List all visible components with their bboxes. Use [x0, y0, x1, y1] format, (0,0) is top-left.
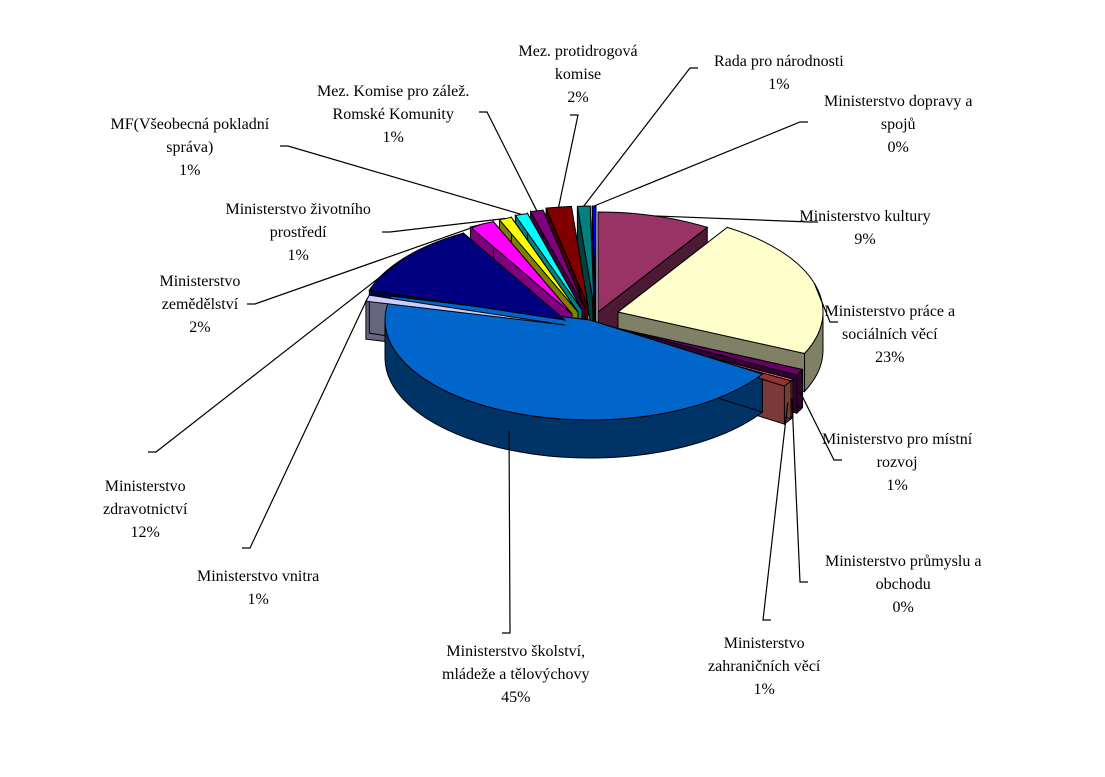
- slice-percent: 9%: [854, 231, 876, 248]
- slice-percent: 1%: [247, 591, 269, 608]
- leader-line: [791, 398, 808, 583]
- slice-percent: 1%: [287, 247, 309, 264]
- leader-line: [583, 67, 698, 207]
- pie-slice: [597, 211, 709, 314]
- slice-label: Ministerstvo zemědělství 2%: [160, 270, 241, 339]
- pie-slice: [368, 232, 567, 321]
- slice-name: zahraničních věcí: [708, 658, 821, 675]
- leader-line: [242, 297, 369, 549]
- slice-name: obchodu: [875, 576, 931, 593]
- leader-line: [502, 430, 511, 634]
- slice-name: Ministerstvo pro místní: [822, 431, 973, 448]
- slice-percent: 45%: [501, 689, 531, 706]
- slice-name: správa): [166, 139, 214, 156]
- slice-name: MF(Všeobecná pokladní: [110, 116, 270, 133]
- slice-name: Ministerstvo: [723, 635, 805, 652]
- slice-name: komise: [554, 66, 602, 83]
- leader-line: [479, 111, 538, 212]
- slice-name: mládeže a tělovýchovy: [442, 666, 590, 683]
- slice-label: Mez. protidrogová komise 2%: [519, 40, 638, 109]
- slice-name: Mez. protidrogová: [518, 43, 638, 60]
- slice-percent: 0%: [887, 139, 909, 156]
- leader-line: [813, 283, 838, 323]
- pie-slice: [616, 226, 824, 355]
- slice-name: spojů: [880, 116, 916, 133]
- slice-label: Ministerstvo kultury 9%: [800, 205, 931, 251]
- pie-slice: [384, 295, 764, 421]
- slice-name: Ministerstvo: [104, 478, 186, 495]
- leader-line: [799, 391, 842, 461]
- slice-name: rozvoj: [876, 454, 918, 471]
- slice-percent: 2%: [567, 89, 589, 106]
- pie-slice: [529, 209, 586, 309]
- slice-name: prostředí: [269, 224, 327, 241]
- leader-line: [280, 145, 522, 216]
- slice-label: Ministerstvo vnitra 1%: [197, 565, 319, 611]
- slice-label: Ministerstvo dopravy a spojů 0%: [824, 90, 972, 159]
- pie-slice: [591, 205, 597, 307]
- slice-percent: 1%: [753, 681, 775, 698]
- slice-name: Ministerstvo vnitra: [197, 568, 320, 585]
- slice-name: Ministerstvo práce a: [824, 303, 956, 320]
- slice-name: zdravotnictví: [103, 501, 188, 518]
- slice-label: Ministerstvo zdravotnictví 12%: [103, 475, 187, 544]
- slice-label: Ministerstvo školství, mládeže a tělových…: [442, 640, 590, 709]
- leader-line: [148, 256, 406, 453]
- pie-slice: [514, 213, 583, 311]
- leader-line: [762, 402, 789, 621]
- slice-label: Ministerstvo životního prostředí 1%: [226, 198, 371, 267]
- leader-line: [654, 215, 818, 223]
- pie-slice: [545, 205, 589, 307]
- slice-name: Romské Komunity: [332, 106, 454, 123]
- slice-percent: 2%: [189, 319, 211, 336]
- slice-percent: 23%: [875, 349, 905, 366]
- leader-line: [558, 114, 579, 208]
- slice-label: Ministerstvo zahraničních věcí 1%: [708, 632, 820, 701]
- slice-percent: 1%: [179, 162, 201, 179]
- slice-name: Ministerstvo kultury: [799, 208, 931, 225]
- slice-name: Mez. Komise pro zálež.: [317, 83, 470, 100]
- slice-label: Mez. Komise pro zálež. Romské Komunity 1%: [317, 80, 469, 149]
- slice-name: zemědělství: [161, 296, 239, 313]
- leader-line: [382, 217, 506, 233]
- slice-name: Ministerstvo: [159, 273, 241, 290]
- leader-line: [593, 121, 808, 207]
- leader-line: [247, 223, 482, 305]
- slice-name: Ministerstvo dopravy a: [824, 93, 973, 110]
- slice-name: sociálních věcí: [842, 326, 938, 343]
- slice-percent: 12%: [130, 524, 160, 541]
- slice-name: Ministerstvo průmyslu a: [825, 553, 982, 570]
- pie-slice: [576, 205, 595, 307]
- slice-percent: 0%: [892, 599, 914, 616]
- slice-percent: 1%: [768, 76, 790, 93]
- slice-label: Rada pro národnosti 1%: [714, 50, 844, 96]
- slice-name: Rada pro národnosti: [714, 53, 844, 70]
- pie-slice: [615, 327, 804, 376]
- slice-label: Ministerstvo průmyslu a obchodu 0%: [825, 550, 981, 619]
- slice-label: Ministerstvo práce a sociálních věcí 23%: [825, 300, 956, 369]
- slice-percent: 1%: [886, 477, 908, 494]
- slice-name: Ministerstvo životního: [225, 201, 371, 218]
- slice-name: Ministerstvo školství,: [446, 643, 586, 660]
- slice-percent: 1%: [382, 129, 404, 146]
- slice-label: Ministerstvo pro místní rozvoj 1%: [822, 428, 972, 497]
- slice-label: MF(Všeobecná pokladní správa) 1%: [111, 113, 270, 182]
